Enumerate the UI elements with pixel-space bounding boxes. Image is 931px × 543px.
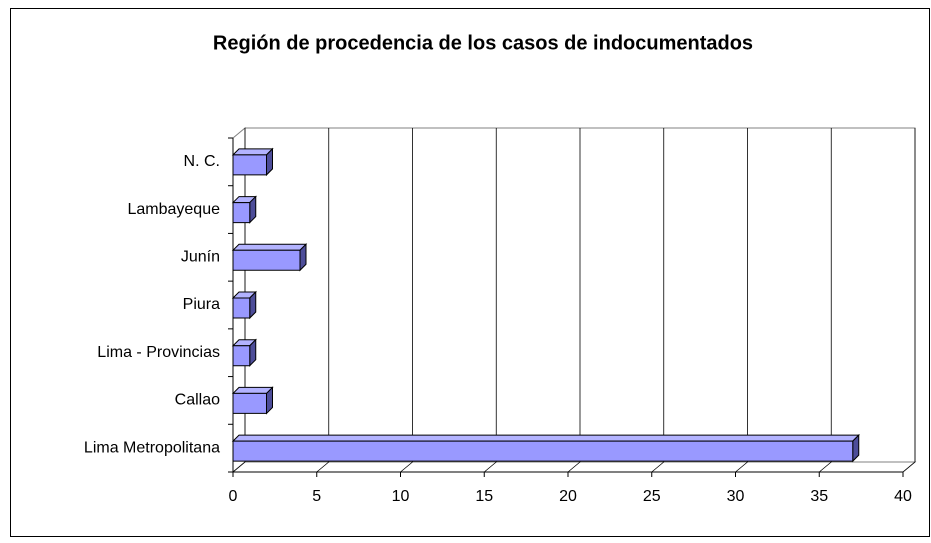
y-tick-label: Piura	[183, 296, 220, 313]
bar	[231, 433, 860, 463]
bar	[231, 195, 257, 224]
bar-face	[231, 243, 308, 251]
bar	[231, 290, 257, 320]
bar-face	[232, 249, 301, 271]
grid-line	[902, 128, 916, 473]
bar-face	[232, 440, 854, 462]
bar-face	[232, 392, 267, 414]
grid-line	[483, 128, 497, 473]
y-tick-label: Junín	[181, 249, 220, 266]
y-tick-label: Lima - Provincias	[97, 344, 220, 361]
grid-line	[400, 128, 413, 473]
bar	[231, 338, 257, 367]
bar-face	[231, 386, 274, 394]
grid-line	[316, 128, 330, 473]
y-tick-label: Lima Metropolitana	[84, 439, 220, 456]
y-tick-label: N. C.	[184, 153, 220, 170]
x-tick-label: 25	[643, 488, 661, 505]
grid-line	[651, 128, 665, 473]
bar-face	[231, 434, 860, 442]
bar	[231, 386, 274, 415]
grid-line	[735, 128, 748, 473]
x-tick-label: 10	[392, 488, 410, 505]
bar-face	[232, 202, 251, 224]
x-tick-label: 30	[727, 488, 745, 505]
bar-face	[232, 297, 251, 319]
x-tick-label: 5	[312, 488, 321, 505]
x-tick-label: 0	[229, 488, 238, 505]
bar-face	[232, 345, 251, 367]
x-tick-label: 40	[894, 488, 912, 505]
x-tick-label: 15	[475, 488, 493, 505]
grid-line	[232, 128, 246, 473]
bar	[231, 147, 274, 177]
chart-title: Región de procedencia de los casos de in…	[213, 32, 753, 54]
y-tick-label: Callao	[175, 392, 220, 409]
grid-line	[567, 128, 581, 473]
x-tick-label: 35	[810, 488, 828, 505]
grid-line	[818, 128, 832, 473]
bar	[231, 243, 308, 272]
bar-face	[232, 154, 267, 176]
y-tick-label: Lambayeque	[127, 201, 220, 218]
bar-face	[231, 148, 274, 156]
x-tick-label: 20	[559, 488, 577, 505]
